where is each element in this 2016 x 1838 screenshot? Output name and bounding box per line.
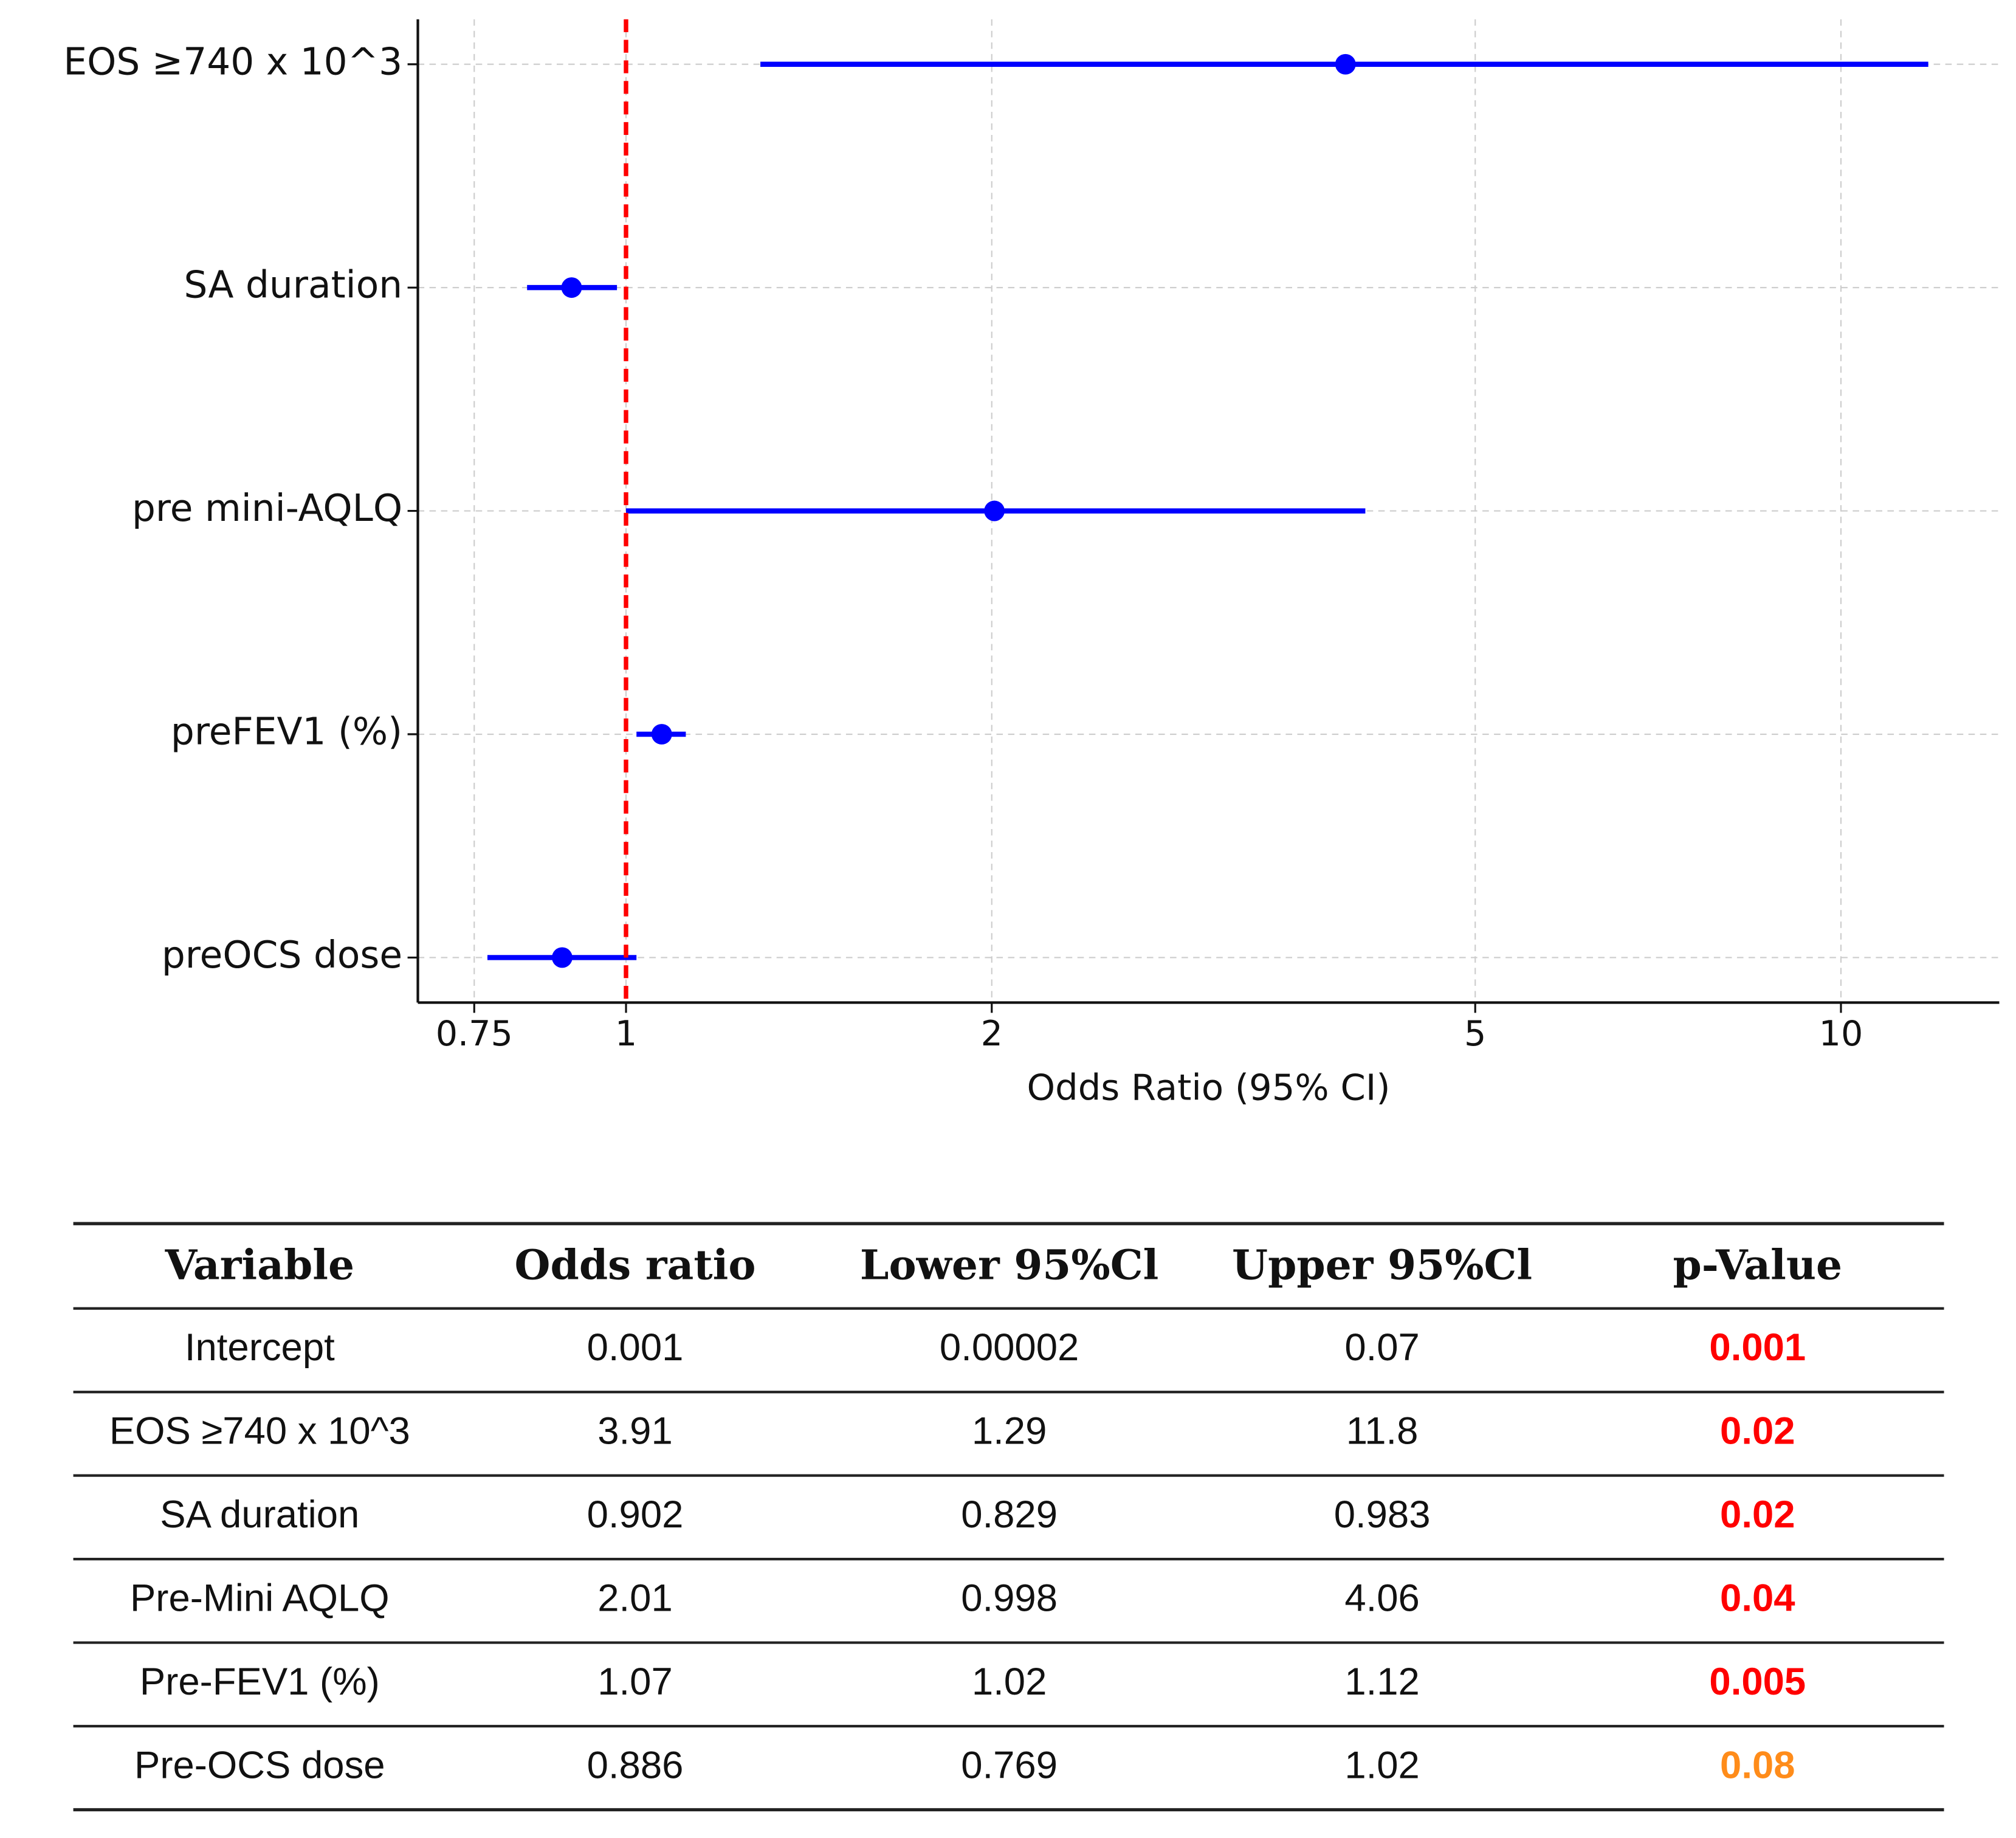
table-cell: 0.02: [1720, 1493, 1795, 1536]
x-tick-label: 0.75: [436, 1014, 513, 1054]
y-tick-label: SA duration: [184, 264, 402, 307]
table-cell: Intercept: [185, 1326, 335, 1369]
table-cell: 0.02: [1720, 1410, 1795, 1453]
table-cell: 1.12: [1344, 1661, 1419, 1703]
table-cell: 0.001: [587, 1326, 684, 1369]
table-header: Lower 95%Cl: [860, 1241, 1158, 1289]
y-tick-label: preFEV1 (%): [171, 711, 402, 754]
y-tick-label: EOS ≥740 x 10^3: [63, 40, 402, 83]
table-cell: 0.07: [1344, 1326, 1419, 1369]
table-header: Variable: [165, 1241, 354, 1289]
table-cell: 0.769: [961, 1744, 1058, 1787]
table-cell: Pre-Mini AQLQ: [130, 1577, 390, 1620]
table-cell: 0.886: [587, 1744, 684, 1787]
table-cell: Pre-FEV1 (%): [140, 1661, 380, 1703]
table-cell: 4.06: [1344, 1577, 1419, 1620]
point: [561, 277, 582, 298]
table-cell: 0.00002: [940, 1326, 1079, 1369]
table-header: Upper 95%Cl: [1232, 1241, 1532, 1289]
table-cell: 1.29: [972, 1410, 1047, 1453]
x-axis-label: Odds Ratio (95% CI): [1027, 1066, 1391, 1108]
table-cell: 1.02: [1344, 1744, 1419, 1787]
point: [1335, 53, 1356, 75]
table-cell: 3.91: [597, 1410, 672, 1453]
table-cell: 0.902: [587, 1493, 684, 1536]
table-cell: 2.01: [597, 1577, 672, 1620]
table-cell: 0.998: [961, 1577, 1058, 1620]
point: [984, 500, 1005, 521]
table-cell: 0.08: [1720, 1744, 1795, 1787]
table-cell: EOS ≥740 x 10^3: [109, 1410, 410, 1453]
table-cell: 0.829: [961, 1493, 1058, 1536]
x-tick-label: 2: [981, 1014, 1003, 1054]
point: [651, 724, 672, 745]
table-cell: SA duration: [160, 1493, 359, 1536]
point: [552, 947, 573, 968]
table-header: p-Value: [1673, 1241, 1842, 1289]
table-cell: 0.04: [1720, 1577, 1795, 1620]
y-tick-label: pre mini-AQLQ: [132, 487, 402, 530]
table-cell: 11.8: [1346, 1410, 1419, 1453]
table-cell: Pre-OCS dose: [134, 1744, 385, 1787]
x-tick-label: 5: [1464, 1014, 1486, 1054]
table-header: Odds ratio: [515, 1241, 756, 1289]
table-cell: 1.02: [972, 1661, 1047, 1703]
table-cell: 0.983: [1334, 1493, 1431, 1536]
y-tick-label: preOCS dose: [162, 934, 402, 977]
x-tick-label: 10: [1819, 1014, 1863, 1054]
x-tick-label: 1: [615, 1014, 637, 1054]
table-cell: 0.001: [1709, 1326, 1806, 1369]
table-cell: 0.005: [1709, 1661, 1806, 1703]
table-cell: 1.07: [597, 1661, 672, 1703]
